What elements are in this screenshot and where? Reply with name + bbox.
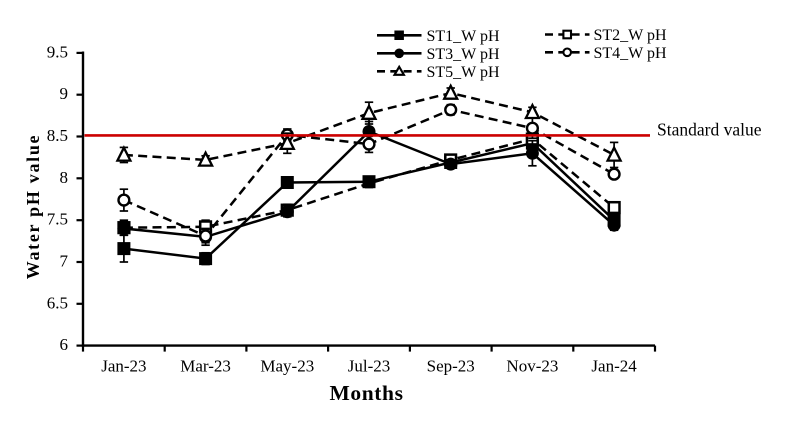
svg-text:May-23: May-23 [260,357,314,376]
svg-text:ST2_W pH: ST2_W pH [594,27,667,44]
svg-text:9: 9 [60,84,69,103]
svg-text:ST4_W pH: ST4_W pH [594,45,667,62]
svg-text:7.5: 7.5 [47,210,68,229]
svg-text:ST1_W pH: ST1_W pH [427,28,500,45]
svg-text:6: 6 [60,335,69,354]
svg-text:Nov-23: Nov-23 [506,357,558,376]
svg-text:Jul-23: Jul-23 [348,357,391,376]
svg-text:8: 8 [60,168,69,187]
svg-text:Standard value: Standard value [657,120,762,140]
svg-text:Jan-24: Jan-24 [591,357,637,376]
svg-text:6.5: 6.5 [47,293,68,312]
svg-text:Sep-23: Sep-23 [427,357,475,376]
svg-text:9.5: 9.5 [47,42,68,61]
svg-text:ST3_W pH: ST3_W pH [427,46,500,63]
svg-text:Mar-23: Mar-23 [180,357,231,376]
svg-text:Water pH value: Water pH value [23,134,43,279]
svg-text:7: 7 [60,252,69,271]
svg-text:Jan-23: Jan-23 [101,357,146,376]
svg-text:ST5_W pH: ST5_W pH [427,64,500,81]
svg-text:Months: Months [329,381,403,405]
svg-text:8.5: 8.5 [47,126,68,145]
